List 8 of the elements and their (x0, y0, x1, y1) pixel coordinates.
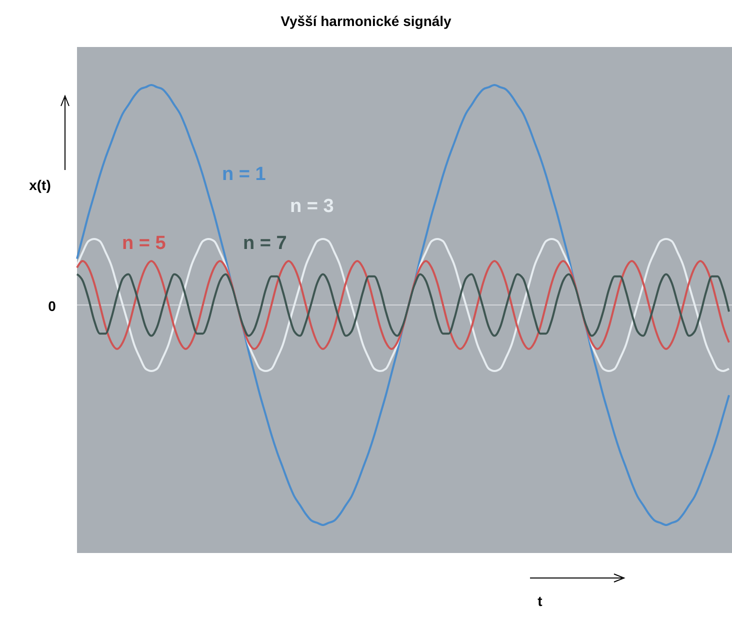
series-label: n = 1 (222, 164, 266, 185)
series-label: n = 3 (290, 196, 334, 217)
chart-title: Vyšší harmonické signály (280, 13, 452, 29)
x-axis-title: t (538, 593, 543, 609)
series-label: n = 5 (122, 233, 166, 254)
text: 0 (48, 298, 56, 314)
series-label: n = 7 (243, 233, 287, 254)
y-axis-title: x(t) (29, 177, 51, 193)
